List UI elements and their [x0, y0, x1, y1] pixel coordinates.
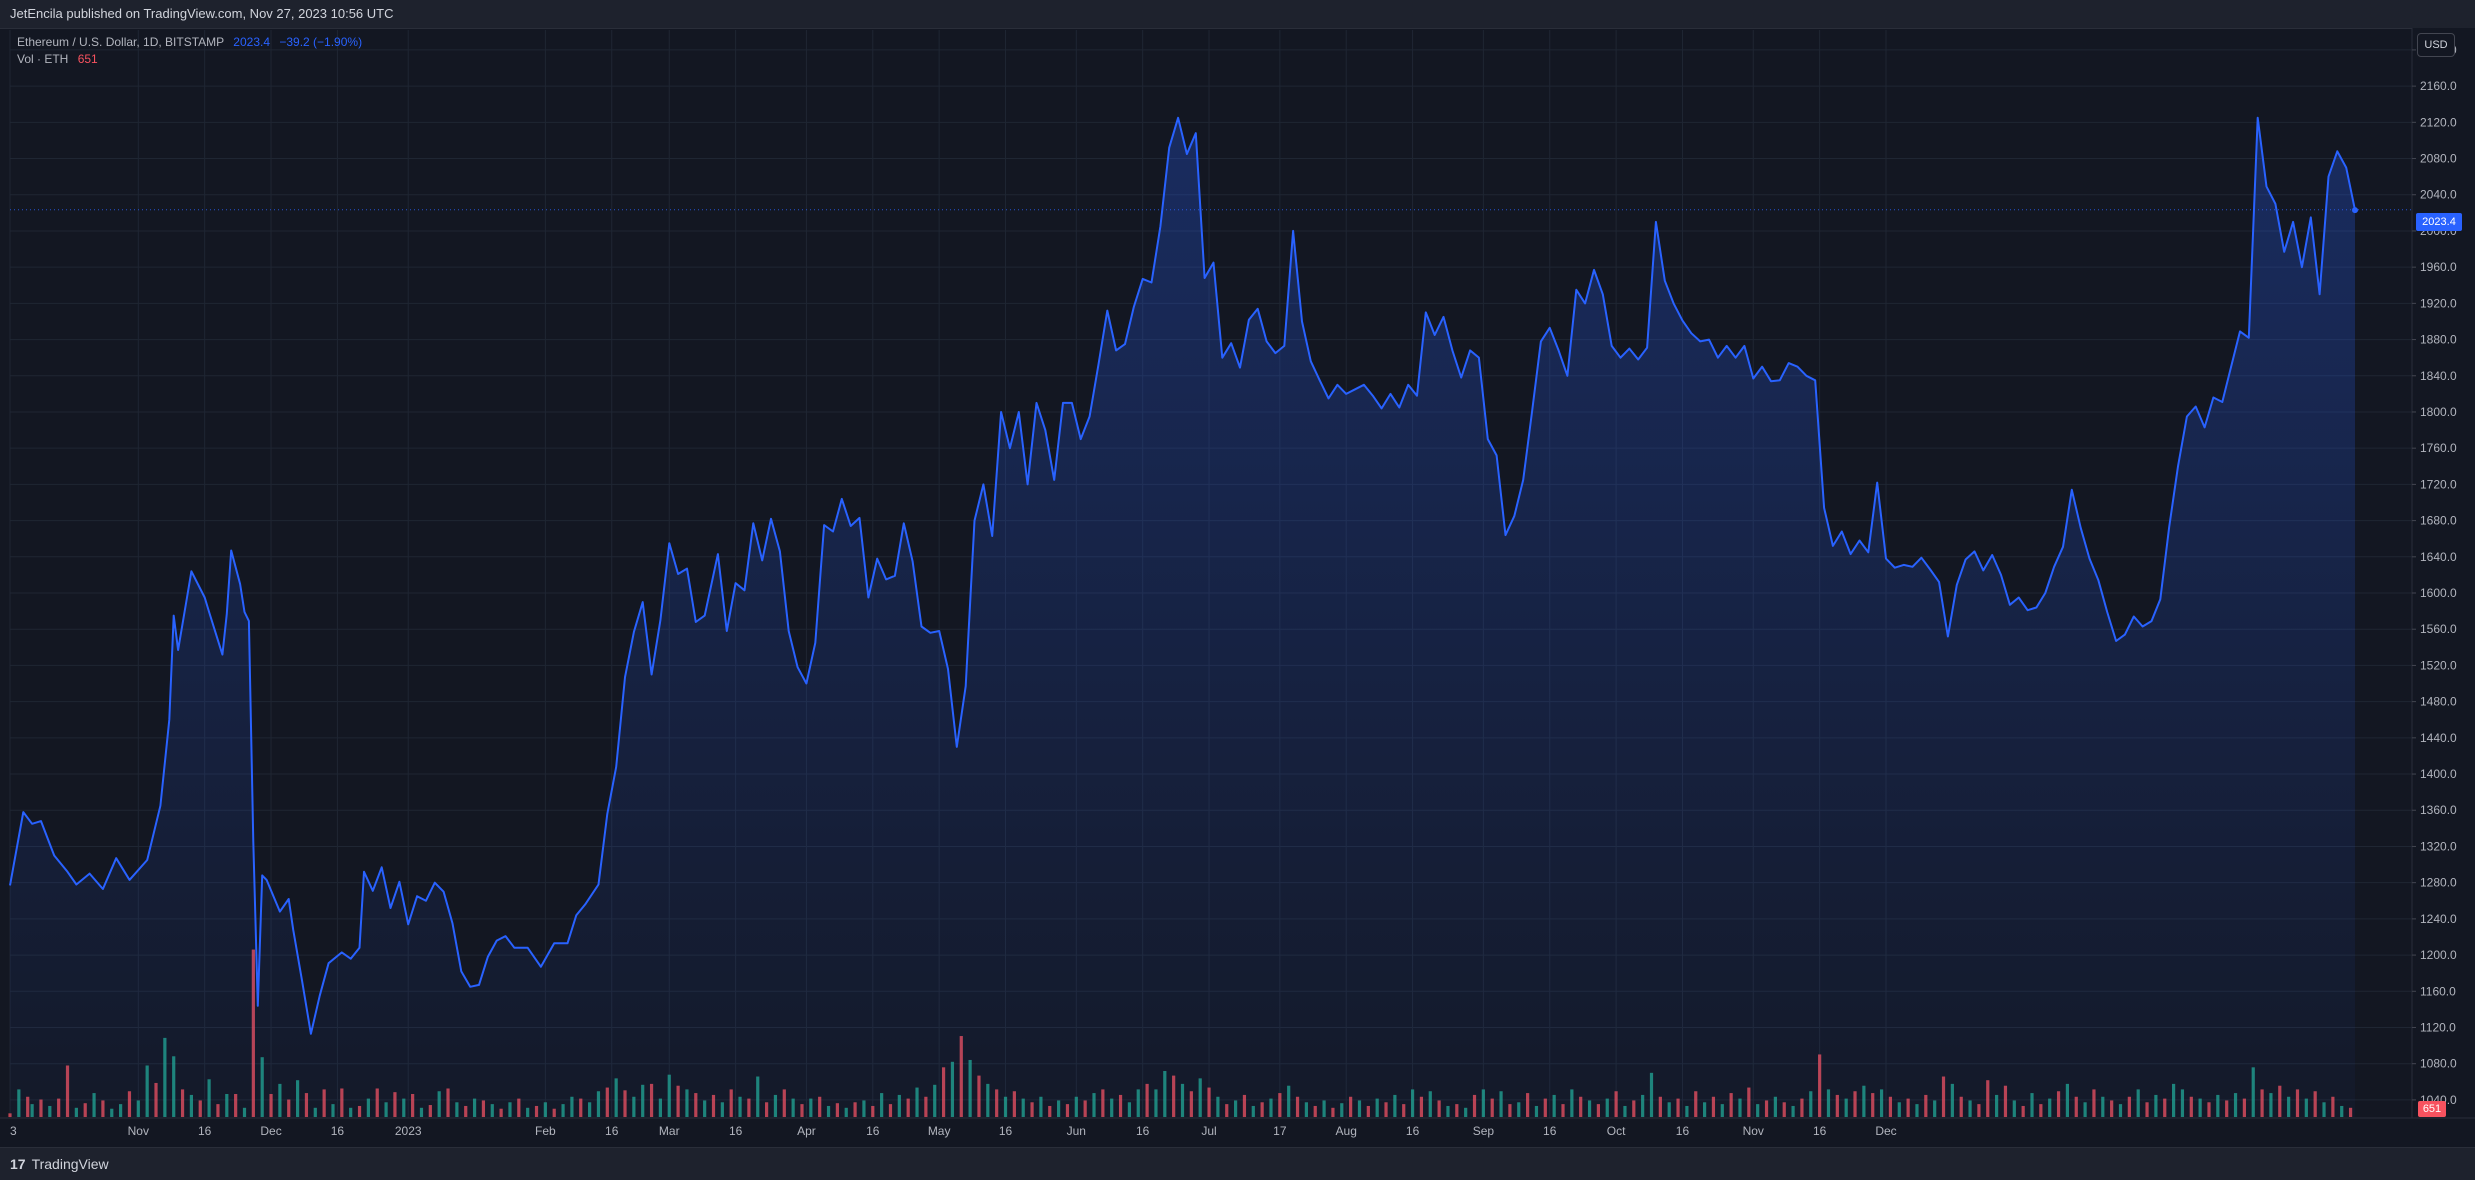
- legend-price: 2023.4: [233, 35, 270, 49]
- y-tick-label: 1760.0: [2420, 441, 2457, 455]
- legend-volume-value: 651: [77, 52, 98, 66]
- x-tick-label: Jul: [1201, 1124, 1216, 1138]
- y-tick-label: 1960.0: [2420, 260, 2457, 274]
- x-tick-label: 3: [10, 1124, 17, 1138]
- y-tick-label: 2160.0: [2420, 79, 2457, 93]
- price-area: [9, 116, 2412, 1118]
- x-tick-label: 16: [1406, 1124, 1420, 1138]
- y-tick-label: 1600.0: [2420, 586, 2457, 600]
- legend-change: −39.2 (−1.90%): [279, 35, 363, 49]
- y-tick-label: 1840.0: [2420, 369, 2457, 383]
- y-tick-label: 1880.0: [2420, 333, 2457, 347]
- legend-symbol: Ethereum / U.S. Dollar, 1D, BITSTAMP: [17, 35, 224, 49]
- x-tick-label: 16: [1136, 1124, 1150, 1138]
- x-tick-label: 16: [1543, 1124, 1557, 1138]
- x-tick-label: May: [928, 1124, 951, 1138]
- x-tick-label: Feb: [535, 1124, 556, 1138]
- y-tick-label: 1080.0: [2420, 1057, 2457, 1071]
- y-tick-label: 1920.0: [2420, 296, 2457, 310]
- x-tick-label: Dec: [1875, 1124, 1896, 1138]
- publish-info: JetEncila published on TradingView.com, …: [10, 6, 394, 21]
- y-tick-label: 1520.0: [2420, 658, 2457, 672]
- last-volume-label: 651: [2418, 1101, 2446, 1117]
- x-tick-label: 16: [605, 1124, 619, 1138]
- x-tick-label: 16: [1676, 1124, 1690, 1138]
- tradingview-logo[interactable]: 17 TradingView: [10, 1156, 109, 1172]
- y-tick-label: 1560.0: [2420, 622, 2457, 636]
- last-price-dot: [2352, 207, 2358, 214]
- x-tick-label: 16: [729, 1124, 743, 1138]
- x-tick-label: 17: [1273, 1124, 1287, 1138]
- y-tick-label: 1680.0: [2420, 514, 2457, 528]
- x-tick-label: Dec: [260, 1124, 281, 1138]
- y-tick-label: 1800.0: [2420, 405, 2457, 419]
- x-tick-label: 16: [1813, 1124, 1827, 1138]
- y-tick-label: 1200.0: [2420, 948, 2457, 962]
- x-tick-label: Nov: [128, 1124, 149, 1138]
- x-tick-label: 2023: [395, 1124, 422, 1138]
- currency-button[interactable]: USD: [2417, 33, 2455, 57]
- y-tick-label: 1280.0: [2420, 876, 2457, 890]
- y-tick-label: 1320.0: [2420, 839, 2457, 853]
- legend-volume-label: Vol · ETH: [17, 52, 69, 66]
- y-tick-label: 1480.0: [2420, 695, 2457, 709]
- last-price-label: 2023.4: [2416, 213, 2462, 231]
- y-tick-label: 2120.0: [2420, 115, 2457, 129]
- y-tick-label: 2040.0: [2420, 188, 2457, 202]
- y-tick-label: 2080.0: [2420, 152, 2457, 166]
- price-line: [9, 116, 2356, 1035]
- chart-legend: Ethereum / U.S. Dollar, 1D, BITSTAMP 202…: [17, 34, 362, 68]
- x-tick-label: 16: [866, 1124, 880, 1138]
- x-tick-label: 16: [999, 1124, 1013, 1138]
- x-tick-label: Aug: [1336, 1124, 1357, 1138]
- x-tick-label: Oct: [1607, 1124, 1626, 1138]
- y-tick-label: 1160.0: [2420, 984, 2456, 998]
- y-tick-label: 1440.0: [2420, 731, 2457, 745]
- y-tick-label: 1360.0: [2420, 803, 2457, 817]
- tradingview-brand: TradingView: [31, 1156, 109, 1172]
- y-tick-label: 1400.0: [2420, 767, 2457, 781]
- x-tick-label: 16: [331, 1124, 345, 1138]
- y-tick-label: 1240.0: [2420, 912, 2457, 926]
- y-tick-label: 1640.0: [2420, 550, 2457, 564]
- tradingview-logo-icon: 17: [10, 1156, 26, 1172]
- x-tick-label: Apr: [797, 1124, 816, 1138]
- x-tick-label: Mar: [659, 1124, 680, 1138]
- legend-symbol-row[interactable]: Ethereum / U.S. Dollar, 1D, BITSTAMP 202…: [17, 34, 362, 51]
- x-tick-label: 16: [198, 1124, 212, 1138]
- publish-header-bar: JetEncila published on TradingView.com, …: [0, 0, 2475, 29]
- x-tick-label: Sep: [1473, 1124, 1495, 1138]
- x-tick-label: Jun: [1067, 1124, 1086, 1138]
- x-tick-label: Nov: [1743, 1124, 1764, 1138]
- legend-volume-row[interactable]: Vol · ETH 651: [17, 51, 362, 68]
- y-tick-label: 1120.0: [2420, 1020, 2456, 1034]
- y-tick-label: 1720.0: [2420, 477, 2457, 491]
- footer-bar: 17 TradingView: [0, 1147, 2475, 1180]
- price-area-fill: [10, 117, 2355, 1118]
